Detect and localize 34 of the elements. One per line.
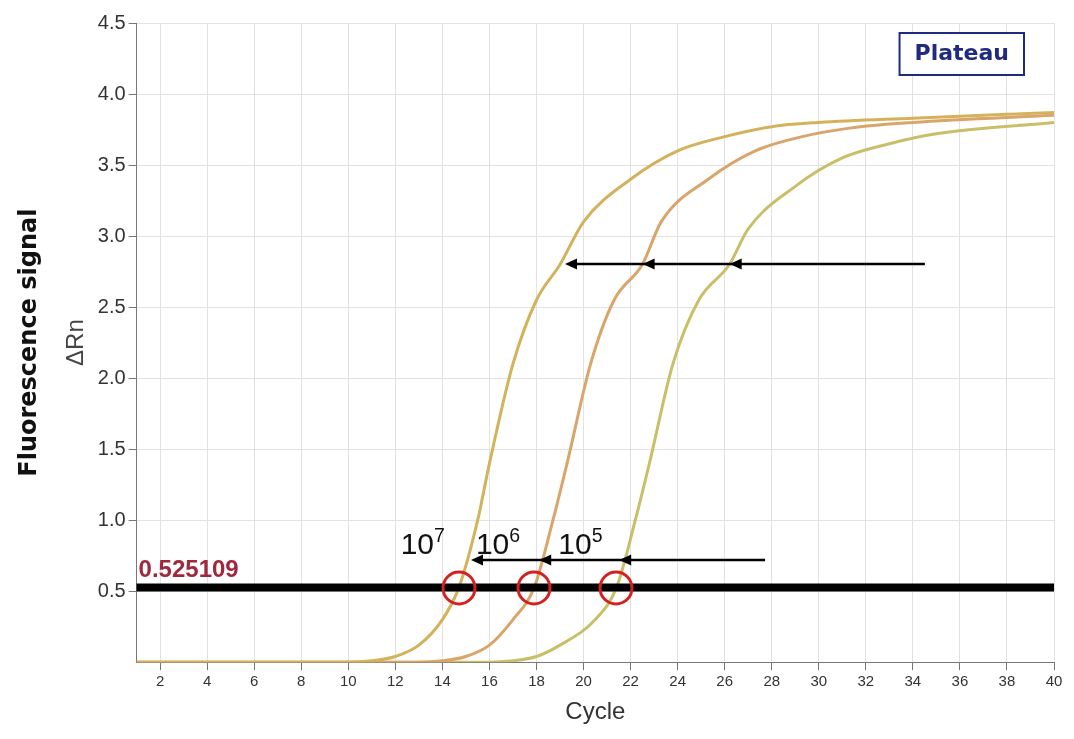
x-tick-label: 10 — [339, 672, 357, 690]
y-tick-label: 1.0 — [97, 507, 126, 530]
x-tick-label: 32 — [857, 672, 875, 690]
y-tick-label: 2.5 — [97, 294, 126, 317]
annotation: Plateau — [914, 39, 1010, 65]
text: Fluorescence signal — [14, 208, 43, 477]
x-tick-label: 40 — [1045, 672, 1063, 690]
x-tick-label: 22 — [622, 672, 639, 690]
x-tick-label: 38 — [998, 672, 1016, 690]
y-tick-label: 3.5 — [97, 152, 126, 175]
x-tick-label: 26 — [716, 672, 734, 690]
x-tick-label: 2 — [155, 672, 165, 690]
x-tick-label: 34 — [904, 672, 922, 690]
x-tick-label: 18 — [528, 672, 545, 690]
x-axis-title: Cycle — [565, 697, 626, 725]
x-tick-label: 28 — [763, 672, 781, 690]
x-tick-label: 16 — [481, 672, 498, 690]
x-tick-label: 8 — [297, 672, 306, 690]
y-tick-label: 2.0 — [97, 365, 126, 388]
x-tick-label: 12 — [387, 672, 404, 690]
x-tick-label: 30 — [810, 672, 828, 690]
y-tick-label: 4.0 — [97, 81, 126, 104]
x-tick-label: 14 — [434, 672, 451, 690]
x-tick-label: 6 — [250, 672, 259, 690]
y-tick-label: 3.0 — [97, 223, 126, 246]
x-tick-label: 20 — [575, 672, 592, 690]
y-tick-label: 0.5 — [97, 578, 126, 601]
y-axis-title: ΔRn — [61, 319, 89, 366]
x-tick-label: 36 — [951, 672, 969, 690]
ref-line-label: 0.525109 — [138, 555, 239, 583]
x-tick-label: 24 — [669, 672, 686, 690]
y-tick-label: 1.5 — [97, 436, 126, 459]
y-tick-label: 4.5 — [97, 10, 126, 33]
x-tick-label: 4 — [203, 672, 212, 690]
